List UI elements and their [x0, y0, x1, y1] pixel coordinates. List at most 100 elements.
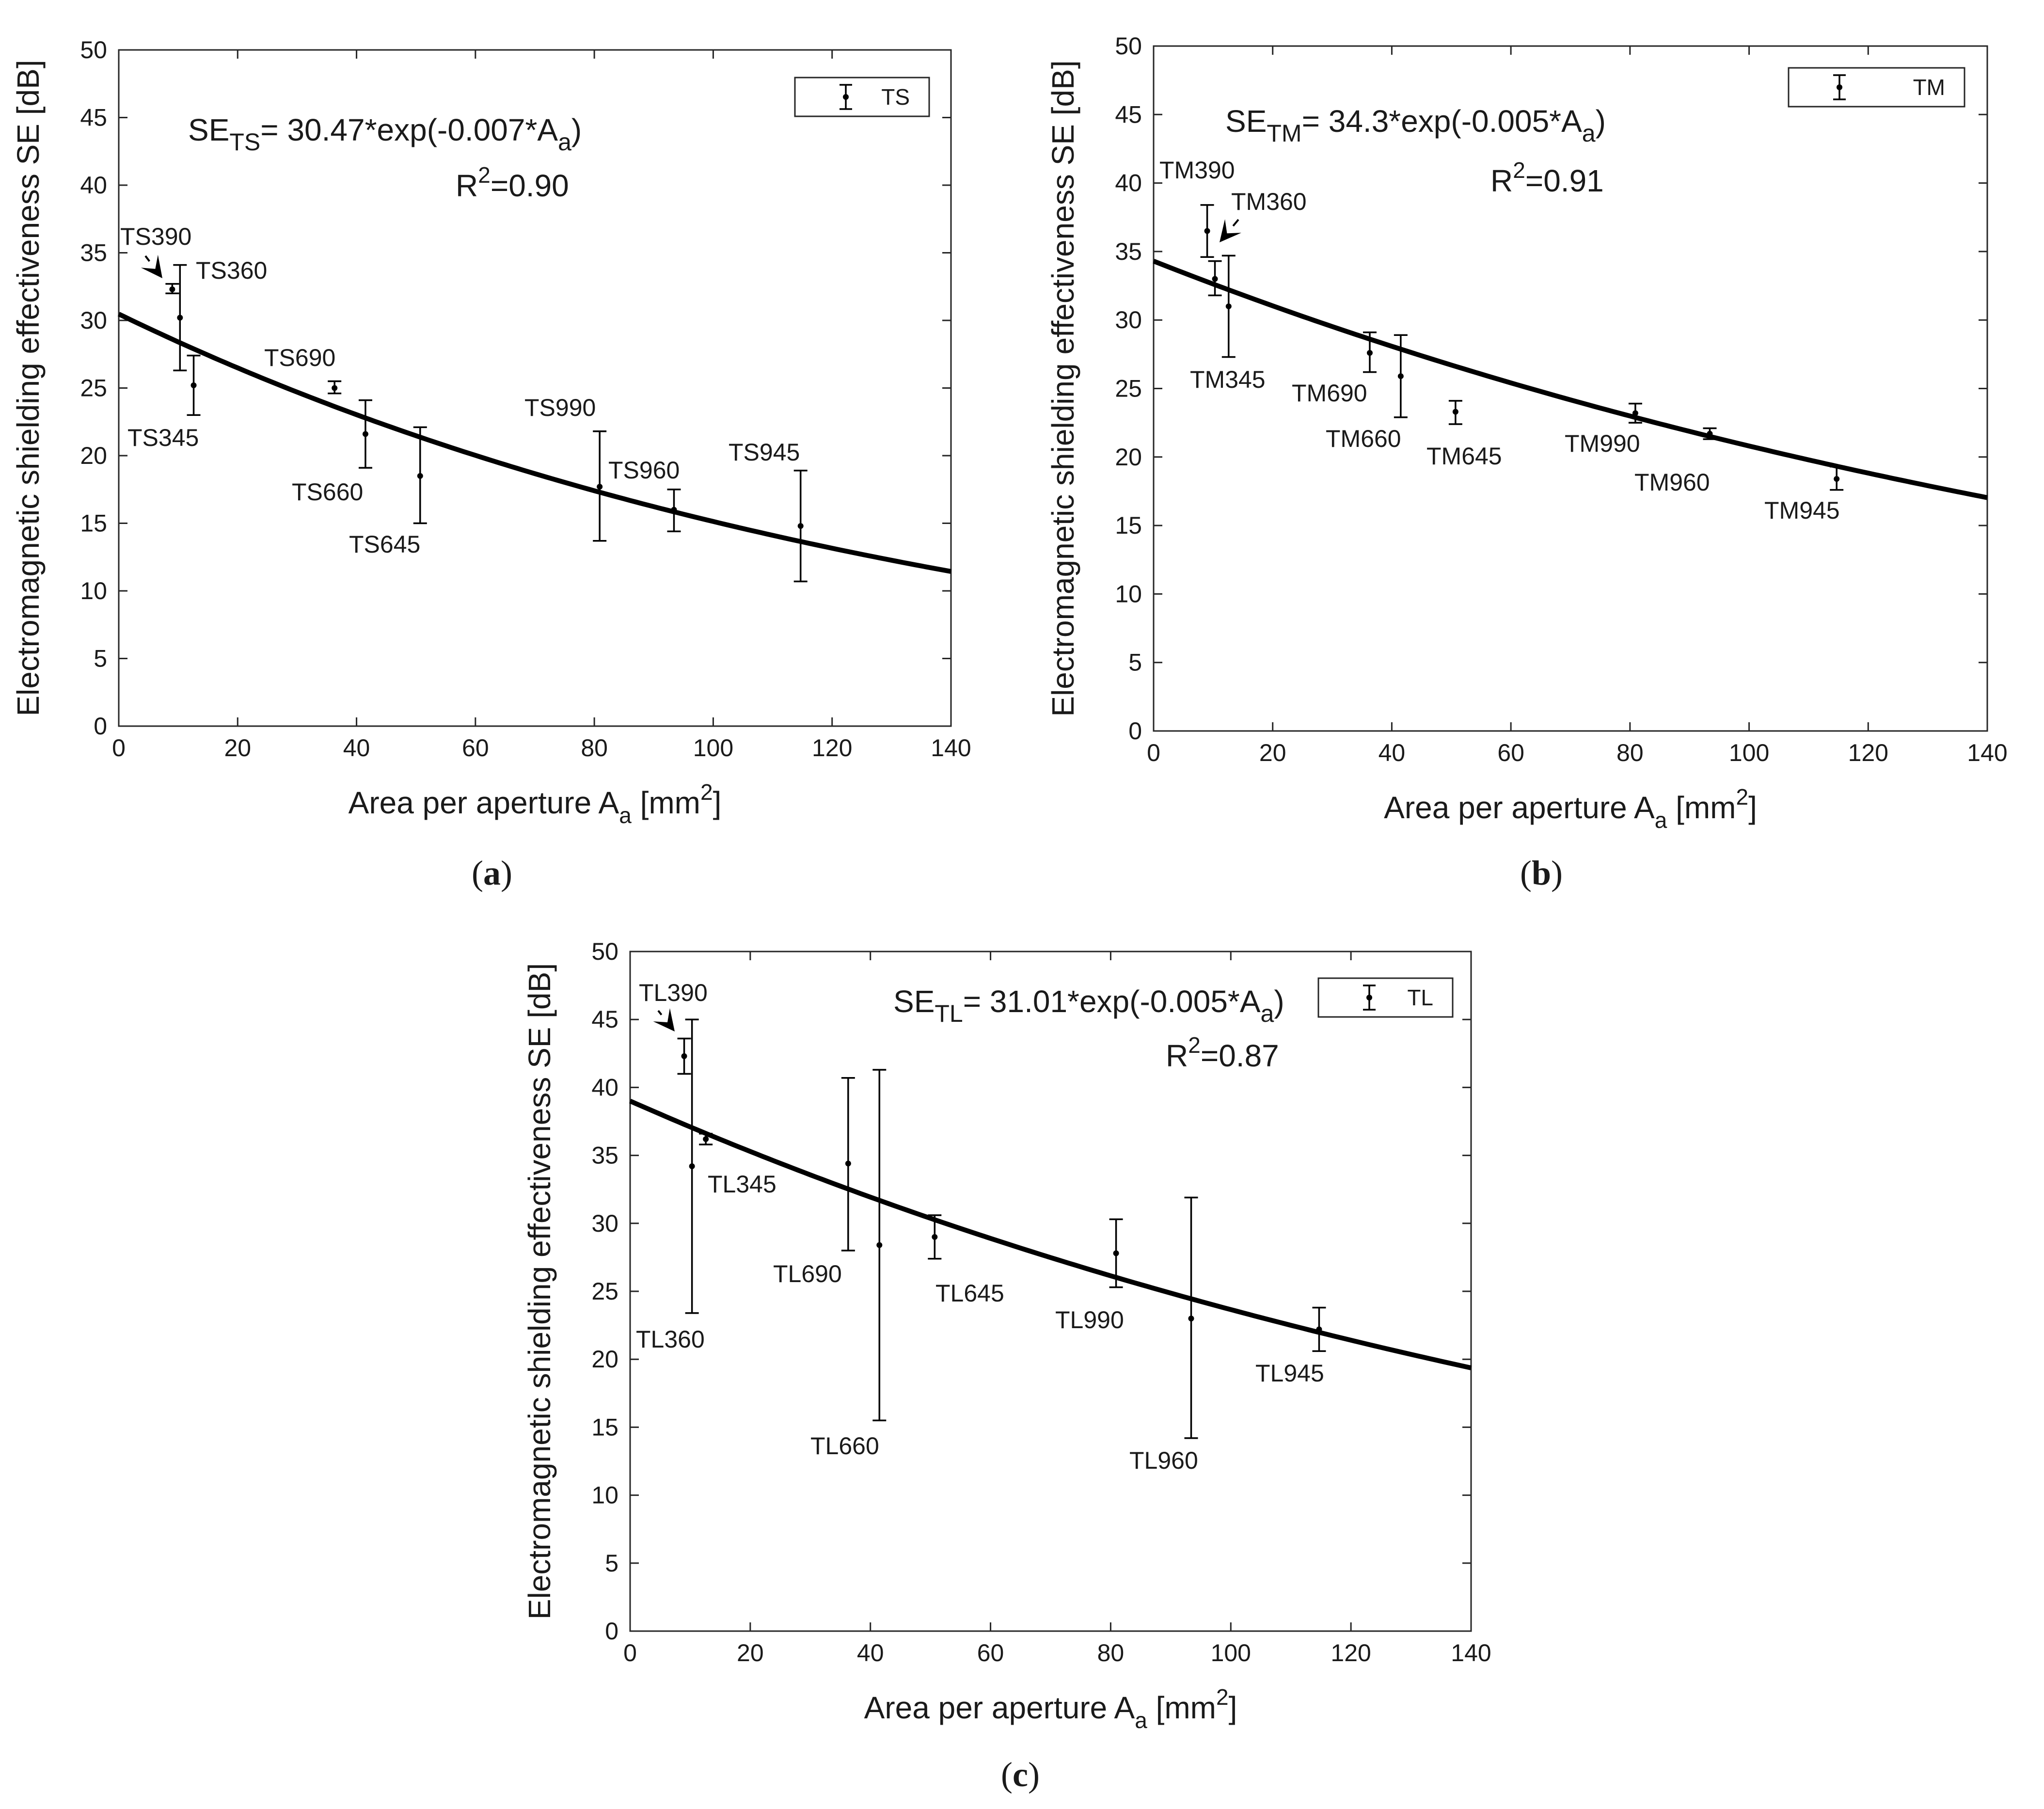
- x-tick-label: 20: [224, 734, 251, 762]
- y-tick-label: 50: [80, 36, 107, 63]
- data-point-ts660: [358, 399, 372, 469]
- data-marker: [876, 1242, 883, 1248]
- panel-caption: (a): [472, 854, 512, 892]
- y-tick-label: 10: [591, 1482, 618, 1509]
- point-label-tm360: TM360: [1231, 188, 1307, 215]
- point-label-tm390: TM390: [1159, 157, 1235, 184]
- panel-caption: (c): [1001, 1755, 1040, 1794]
- x-tick-label: 0: [1147, 739, 1160, 766]
- y-tick-label: 30: [1115, 306, 1142, 333]
- pointer-arrow-head: [1220, 219, 1242, 242]
- data-point-tm690: [1363, 331, 1377, 373]
- x-tick-label: 80: [1097, 1639, 1125, 1666]
- x-tick-label: 40: [1379, 739, 1406, 766]
- point-label-tm345: TM345: [1190, 366, 1266, 393]
- plot-area-frame: [629, 951, 1472, 1632]
- legend-label: TS: [881, 84, 910, 110]
- legend-marker: [1366, 995, 1372, 1000]
- fit-curve: [629, 1098, 1472, 1370]
- data-marker: [1204, 228, 1210, 234]
- data-marker: [1397, 373, 1404, 380]
- data-point-tl960: [1184, 1196, 1198, 1439]
- point-label-ts360: TS360: [196, 257, 267, 284]
- chart-panel-ts: 0 20 40 60 80 100 120 140 0 5 10 15 20 25 30 35 40 45 50 Ar…: [11, 36, 971, 892]
- point-label-tl360: TL360: [636, 1326, 705, 1353]
- data-marker: [1113, 1250, 1119, 1256]
- chart-panel-tm: 0 20 40 60 80 100 120 140 0 5 10 15 20 25 30 35 40 45 50 Ar…: [1046, 32, 2008, 892]
- data-marker: [1452, 409, 1458, 415]
- x-axis-title: Area per aperture Aa [mm2]: [349, 779, 722, 828]
- point-label-tm990: TM990: [1565, 430, 1640, 457]
- x-tick-label: 20: [737, 1639, 764, 1666]
- data-point-tl945: [1312, 1306, 1326, 1352]
- data-marker: [1225, 303, 1232, 309]
- point-label-tm645: TM645: [1426, 443, 1502, 470]
- point-label-ts960: TS960: [608, 457, 680, 484]
- data-point-ts990: [593, 430, 607, 542]
- pointer-arrow-line: [657, 1010, 663, 1016]
- data-point-tm390: [1200, 204, 1214, 258]
- y-tick-label: 35: [80, 239, 107, 267]
- y-tick-label: 40: [80, 172, 107, 199]
- y-tick-label: 0: [94, 713, 107, 740]
- legend-marker: [843, 94, 849, 100]
- data-marker: [797, 523, 804, 529]
- data-marker: [169, 286, 175, 292]
- point-label-tm660: TM660: [1326, 425, 1401, 452]
- point-label-ts945: TS945: [729, 439, 800, 466]
- y-tick-label: 30: [591, 1210, 618, 1237]
- y-axis-title: Electromagnetic shielding effectiveness …: [1046, 60, 1080, 716]
- chart-panel-tl: 0 20 40 60 80 100 120 140 0 5 10 15 20 25 30 35 40 45 50 Ar…: [522, 938, 1491, 1794]
- y-tick-label: 5: [94, 645, 107, 672]
- y-tick-label: 5: [1128, 649, 1142, 676]
- point-label-tl990: TL990: [1055, 1306, 1124, 1333]
- y-tick-label: 45: [591, 1006, 618, 1033]
- data-marker: [597, 484, 603, 490]
- data-point-tl390: [677, 1037, 691, 1075]
- data-point-tm645: [1448, 400, 1462, 425]
- y-tick-label: 0: [1128, 717, 1142, 745]
- x-tick-label: 140: [1451, 1639, 1491, 1666]
- x-tick-label: 0: [623, 1639, 637, 1666]
- legend-frame: [1317, 977, 1454, 1018]
- x-tick-label: 20: [1259, 739, 1286, 766]
- point-label-tl645: TL645: [935, 1280, 1004, 1307]
- data-marker: [362, 431, 368, 437]
- data-marker: [689, 1163, 695, 1170]
- data-marker: [845, 1160, 851, 1167]
- data-marker: [332, 385, 338, 391]
- x-tick-label: 140: [1967, 739, 2007, 766]
- point-label-tl690: TL690: [773, 1260, 842, 1287]
- data-point-ts945: [793, 469, 808, 583]
- data-marker: [417, 473, 423, 479]
- point-label-tl390: TL390: [639, 979, 708, 1006]
- data-marker: [932, 1234, 938, 1240]
- legend: TM: [1788, 67, 1965, 108]
- y-tick-label: 20: [1115, 444, 1142, 471]
- point-label-tm690: TM690: [1292, 380, 1367, 407]
- y-tick-label: 40: [1115, 170, 1142, 197]
- y-axis-title: Electromagnetic shielding effectiveness …: [522, 963, 557, 1619]
- point-label-ts690: TS690: [264, 344, 335, 371]
- r-squared-value: R2=0.87: [1166, 1032, 1279, 1073]
- point-label-ts345: TS345: [127, 424, 199, 451]
- data-marker: [1212, 276, 1218, 282]
- data-marker: [703, 1136, 709, 1142]
- data-marker: [671, 507, 677, 513]
- pointer-arrow-head: [141, 254, 162, 278]
- y-tick-label: 15: [80, 510, 107, 537]
- data-point-tl360: [685, 1018, 699, 1314]
- y-tick-label: 15: [1115, 512, 1142, 539]
- y-tick-label: 35: [591, 1142, 618, 1169]
- y-tick-label: 10: [1115, 580, 1142, 607]
- legend: TL: [1317, 977, 1454, 1018]
- point-label-tm960: TM960: [1634, 469, 1710, 496]
- point-label-ts390: TS390: [120, 223, 191, 250]
- point-label-ts645: TS645: [349, 531, 420, 558]
- y-tick-label: 25: [591, 1278, 618, 1305]
- point-label-ts660: TS660: [292, 478, 363, 506]
- y-tick-label: 40: [591, 1074, 618, 1101]
- x-axis-title: Area per aperture Aa [mm2]: [1384, 784, 1757, 833]
- data-marker: [1316, 1326, 1322, 1333]
- data-point-tm960: [1703, 427, 1717, 440]
